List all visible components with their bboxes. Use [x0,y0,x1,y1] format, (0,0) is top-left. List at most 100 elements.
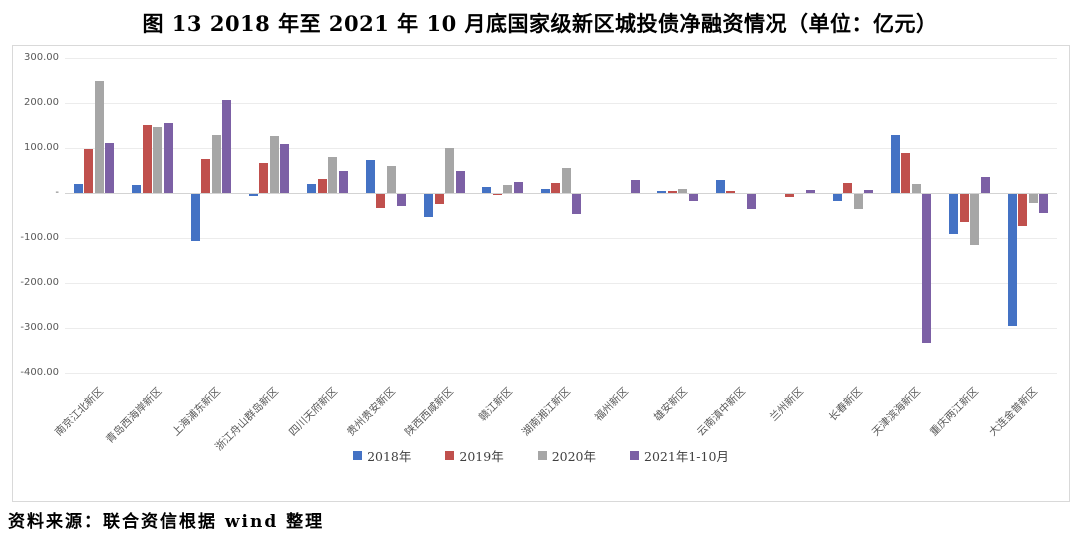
bar-2019年-湖南湘江新区 [551,183,561,193]
legend-swatch-icon [537,451,547,460]
bar-2018年-湖南湘江新区 [540,188,550,193]
bar-2021年1-10月-南京江北新区 [105,142,115,193]
legend-label: 2019年 [459,449,504,464]
bar-2020年-赣江新区 [503,185,513,193]
bar-2021年1-10月-大连金普新区 [1039,194,1049,213]
bar-2019年-长春新区 [843,183,852,193]
legend-label: 2018年 [367,449,412,464]
gridline [65,103,1057,104]
legend-label: 2020年 [551,449,597,464]
y-axis-tick-label: 200.00 [24,97,59,108]
chart-area: 300.00 200.00 100.00 - -100.00 -200.00 -300.00… [12,45,1070,502]
gridline [65,373,1057,374]
bar-2019年-兰州新区 [784,194,794,197]
bar-2018年-南京江北新区 [73,184,83,193]
bar-2019年-云南滇中新区 [726,191,736,193]
x-axis-category-label: 福州新区 [593,385,632,424]
y-axis-tick-label: -100.00 [20,232,59,243]
legend: 2018年 2019年 2020年 2021年1-10月 [13,446,1069,465]
x-axis-category-label: 云南滇中新区 [694,385,748,439]
bar-2020年-四川天府新区 [328,157,338,193]
bar-2021年1-10月-天津滨海新区 [922,194,932,344]
x-axis-category-label: 南京江北新区 [53,385,107,439]
bar-2019年-上海浦东新区 [201,159,211,193]
bar-2018年-赣江新区 [482,186,492,193]
y-axis-tick-label: -400.00 [20,367,59,378]
bar-2018年-贵州贵安新区 [365,159,375,193]
bar-2021年1-10月-青岛西海岸新区 [163,123,173,193]
x-axis-category-label: 青岛西海岸新区 [103,385,165,446]
bar-2021年1-10月-重庆两江新区 [980,176,990,193]
bar-2021年1-10月-陕西西咸新区 [455,171,465,193]
bar-2019年-四川天府新区 [317,179,327,193]
bar-2019年-雄安新区 [667,191,677,193]
bar-2018年-雄安新区 [657,190,667,193]
bar-2019年-赣江新区 [492,194,502,196]
bar-2019年-贵州贵安新区 [376,194,386,209]
gridline [65,58,1057,59]
bar-2018年-重庆两江新区 [949,194,959,234]
bar-2021年1-10月-长春新区 [864,189,873,193]
x-axis-category-label: 陕西西咸新区 [403,385,457,439]
legend-swatch-icon [630,451,640,460]
bar-2019年-大连金普新区 [1018,194,1028,226]
x-axis-line [65,193,1057,194]
x-axis-category-label: 兰州新区 [768,385,807,424]
y-axis-tick-label: 300.00 [24,52,59,63]
bar-2021年1-10月-赣江新区 [513,181,523,193]
bar-2020年-大连金普新区 [1028,194,1038,203]
bar-2020年-雄安新区 [678,188,688,193]
bar-2021年1-10月-浙江舟山群岛新区 [280,144,290,193]
bar-2020年-重庆两江新区 [970,194,980,246]
x-axis-category-label: 大连金普新区 [986,385,1040,439]
legend-item-2021年1-10月: 2021年1-10月 [630,446,729,465]
bar-2020年-上海浦东新区 [211,134,221,193]
x-axis-category-label: 雄安新区 [651,385,690,424]
bar-2020年-南京江北新区 [94,80,104,193]
bar-2021年1-10月-福州新区 [630,180,640,193]
gridline [65,328,1057,329]
bar-2021年1-10月-湖南湘江新区 [572,194,582,215]
bar-2021年1-10月-云南滇中新区 [747,194,757,209]
legend-swatch-icon [353,451,363,460]
bar-2021年1-10月-贵州贵安新区 [397,194,407,207]
bar-2019年-陕西西咸新区 [434,194,444,205]
bar-2020年-陕西西咸新区 [445,148,455,193]
gridline [65,283,1057,284]
x-axis-category-label: 四川天府新区 [286,385,340,439]
bar-2018年-大连金普新区 [1007,194,1017,326]
bar-2020年-湖南湘江新区 [561,168,571,193]
source-note: 资料来源：联合资信根据 wind 整理 [8,512,325,532]
bar-2018年-云南滇中新区 [715,180,725,193]
y-axis-tick-label: - [55,187,59,198]
bar-2019年-浙江舟山群岛新区 [259,162,269,193]
bar-2020年-青岛西海岸新区 [153,127,163,193]
bar-2019年-天津滨海新区 [901,153,911,193]
bar-2020年-天津滨海新区 [911,184,921,193]
bar-2018年-浙江舟山群岛新区 [248,194,258,196]
x-axis-category-label: 上海浦东新区 [169,385,223,439]
x-axis-category-label: 湖南湘江新区 [519,385,573,439]
gridline [65,238,1057,239]
legend-item-2019年: 2019年 [445,446,504,465]
bar-2018年-陕西西咸新区 [424,194,434,218]
bar-2021年1-10月-上海浦东新区 [222,99,232,193]
legend-item-2018年: 2018年 [353,446,411,465]
x-axis-category-label: 重庆两江新区 [928,385,982,439]
x-axis-category-label: 贵州贵安新区 [344,385,398,439]
bar-2021年1-10月-雄安新区 [688,194,698,202]
legend-item-2020年: 2020年 [537,446,597,465]
y-axis-tick-label: 100.00 [24,142,59,153]
bar-2019年-重庆两江新区 [959,194,969,222]
gridline [65,148,1057,149]
y-axis-tick-label: -200.00 [20,277,59,288]
bar-2020年-长春新区 [853,194,863,209]
y-axis-tick-label: -300.00 [20,322,59,333]
bar-2018年-天津滨海新区 [890,135,900,193]
x-axis-category-label: 赣江新区 [476,385,515,424]
bar-2019年-南京江北新区 [84,149,94,193]
bar-2021年1-10月-四川天府新区 [338,170,348,193]
x-axis-category-label: 长春新区 [826,385,865,424]
legend-swatch-icon [445,451,455,460]
figure-title: 图 13 2018 年至 2021 年 10 月底国家级新区城投债净融资情况（单… [142,11,938,36]
